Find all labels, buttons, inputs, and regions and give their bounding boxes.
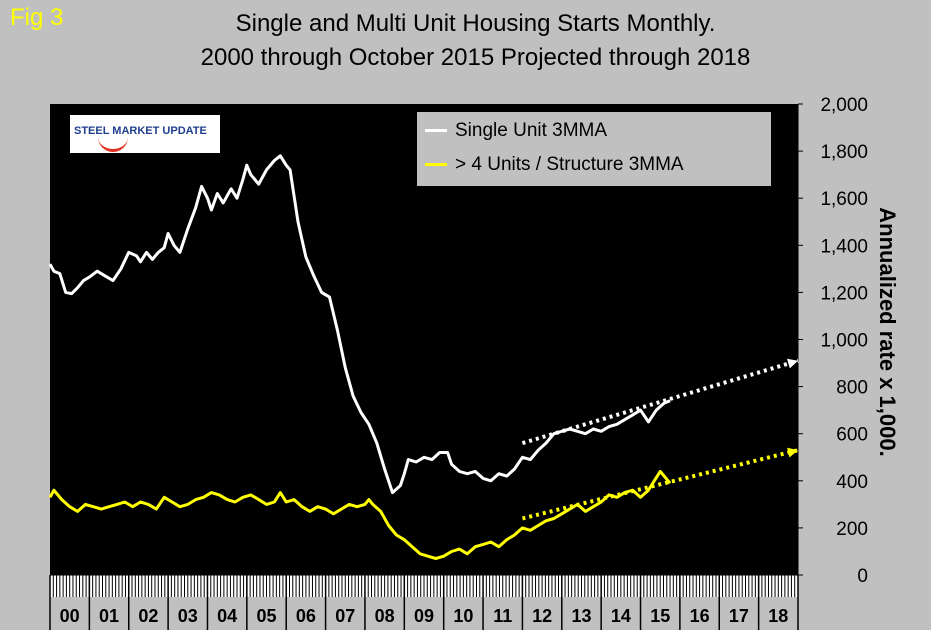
x-tick-label: 03	[178, 606, 198, 626]
x-tick-label: 00	[60, 606, 80, 626]
x-tick-label: 02	[138, 606, 158, 626]
projection-arrowhead-2	[786, 358, 798, 369]
legend-item-single-unit: Single Unit 3MMA	[425, 120, 607, 148]
x-tick-label: 09	[414, 606, 434, 626]
legend: Single Unit 3MMA > 4 Units / Structure 3…	[417, 112, 771, 186]
steel-market-update-logo: STEEL MARKET UPDATE	[70, 115, 220, 153]
single-unit-line	[48, 154, 671, 495]
x-tick-label: 13	[571, 606, 591, 626]
x-tick-label: 18	[768, 606, 788, 626]
legend-swatch-single-unit	[425, 129, 447, 133]
y-tick-label: 600	[836, 425, 868, 446]
x-tick-label: 11	[493, 606, 512, 626]
multi-unit-line	[48, 469, 672, 560]
x-tick-label: 16	[690, 606, 710, 626]
x-tick-label: 04	[217, 606, 237, 626]
chart-title: Single and Multi Unit Housing Starts Mon…	[235, 10, 716, 37]
y-tick-label: 1,000	[820, 331, 868, 352]
y-tick-label: 1,600	[820, 189, 868, 210]
y-tick-label: 1,400	[820, 236, 868, 257]
x-tick-label: 05	[257, 606, 277, 626]
legend-item-multi-unit: > 4 Units / Structure 3MMA	[425, 154, 684, 182]
y-axis: 0 200 400 600 800 1,000 1,200 1,400 1,600 1,800 2,…	[797, 95, 868, 587]
logo-swoosh-icon	[98, 137, 128, 152]
x-tick-label: 17	[729, 606, 749, 626]
x-tick-label: 10	[453, 606, 473, 626]
projection-line-3	[521, 448, 799, 521]
legend-label-multi-unit: > 4 Units / Structure 3MMA	[455, 154, 684, 175]
x-tick-label: 07	[335, 606, 355, 626]
chart-subtitle: 2000 through October 2015 Projected thro…	[200, 44, 751, 71]
projection-arrowhead-3	[787, 447, 798, 458]
x-tick-label: 14	[611, 606, 631, 626]
y-tick-label: 2,000	[820, 95, 868, 116]
y-tick-label: 1,800	[820, 142, 868, 163]
y-tick-label: 800	[836, 378, 868, 399]
y-tick-label: 0	[857, 566, 868, 587]
y-tick-label: 1,200	[820, 283, 868, 304]
y-tick-label: 400	[836, 472, 868, 493]
x-axis: 00 01 02 03 04 05 06 07 08 09 10 11 12 13 14 15 16 17 18	[49, 574, 799, 630]
x-tick-label: 15	[650, 606, 670, 626]
y-tick-label: 200	[836, 519, 868, 540]
series-layer	[48, 154, 799, 560]
x-tick-label: 01	[99, 606, 119, 626]
y-axis-label: Annualized rate x 1,000.	[875, 207, 900, 457]
x-tick-label: 12	[532, 606, 552, 626]
logo-text: STEEL MARKET UPDATE	[74, 125, 207, 137]
figure-label: Fig 3	[10, 4, 64, 31]
legend-swatch-multi-unit	[425, 163, 447, 167]
x-tick-label: 08	[375, 606, 395, 626]
x-tick-label: 06	[296, 606, 316, 626]
projection-line-2	[521, 358, 799, 446]
legend-label-single-unit: Single Unit 3MMA	[455, 120, 608, 141]
